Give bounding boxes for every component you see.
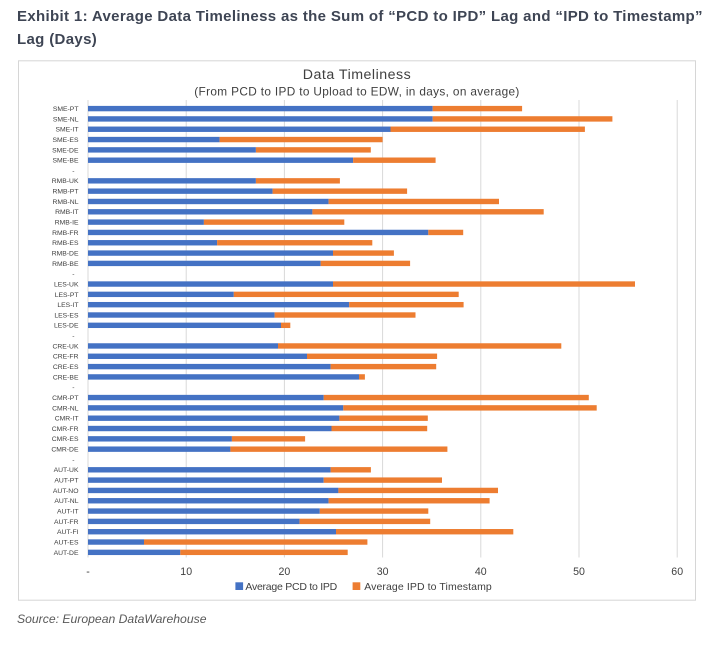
svg-text:LES-ES: LES-ES	[54, 312, 79, 319]
svg-text:RMB-PT: RMB-PT	[52, 189, 78, 196]
svg-text:(From PCD to IPD to Upload to: (From PCD to IPD to Upload to EDW, in da…	[194, 85, 519, 99]
svg-text:RMB-FR: RMB-FR	[52, 230, 79, 237]
svg-text:RMB-UK: RMB-UK	[52, 178, 79, 185]
svg-text:CMR-FR: CMR-FR	[52, 426, 79, 433]
svg-text:AUT-PT: AUT-PT	[54, 478, 78, 485]
svg-text:AUT-FR: AUT-FR	[54, 519, 79, 526]
svg-text:SME-PT: SME-PT	[53, 106, 79, 113]
svg-text:RMB-DE: RMB-DE	[52, 251, 79, 258]
svg-text:CMR-ES: CMR-ES	[52, 436, 79, 443]
svg-text:Average IPD to Timestamp: Average IPD to Timestamp	[364, 581, 492, 593]
svg-text:CRE-ES: CRE-ES	[53, 364, 79, 371]
svg-text:-: -	[72, 271, 74, 278]
svg-text:AUT-ES: AUT-ES	[54, 539, 79, 546]
svg-text:30: 30	[377, 566, 389, 578]
svg-text:SME-DE: SME-DE	[52, 147, 79, 154]
svg-text:-: -	[72, 457, 74, 464]
svg-text:CRE-UK: CRE-UK	[52, 343, 79, 350]
svg-text:CMR-PT: CMR-PT	[52, 395, 78, 402]
svg-text:SME-IT: SME-IT	[55, 127, 78, 134]
svg-text:AUT-IT: AUT-IT	[57, 509, 79, 516]
svg-text:CMR-IT: CMR-IT	[55, 416, 79, 423]
svg-text:AUT-NO: AUT-NO	[53, 488, 79, 495]
svg-text:-: -	[72, 385, 74, 392]
svg-text:CMR-NL: CMR-NL	[52, 405, 79, 412]
svg-text:Data Timeliness: Data Timeliness	[303, 67, 411, 83]
svg-text:RMB-BE: RMB-BE	[52, 261, 79, 268]
svg-text:20: 20	[279, 566, 291, 578]
svg-text:Average PCD to IPD: Average PCD to IPD	[245, 581, 337, 593]
svg-text:CRE-FR: CRE-FR	[53, 354, 79, 361]
svg-text:SME-BE: SME-BE	[52, 158, 79, 165]
svg-text:LES-UK: LES-UK	[54, 281, 79, 288]
svg-text:SME-ES: SME-ES	[52, 137, 79, 144]
svg-text:-: -	[72, 333, 74, 340]
svg-text:AUT-DE: AUT-DE	[54, 550, 79, 557]
svg-text:LES-IT: LES-IT	[57, 302, 78, 309]
svg-text:10: 10	[180, 566, 192, 578]
svg-text:RMB-NL: RMB-NL	[52, 199, 78, 206]
svg-text:LES-PT: LES-PT	[55, 292, 79, 299]
svg-text:50: 50	[573, 566, 585, 578]
svg-text:RMB-IE: RMB-IE	[55, 220, 79, 227]
svg-text:-: -	[86, 566, 90, 578]
svg-text:CMR-DE: CMR-DE	[51, 447, 79, 454]
svg-text:40: 40	[475, 566, 487, 578]
svg-text:LES-DE: LES-DE	[54, 323, 79, 330]
svg-text:RMB-IT: RMB-IT	[55, 209, 78, 216]
svg-text:-: -	[72, 168, 74, 175]
svg-text:AUT-NL: AUT-NL	[54, 498, 78, 505]
svg-text:60: 60	[671, 566, 683, 578]
svg-text:SME-NL: SME-NL	[53, 116, 79, 123]
svg-text:RMB-ES: RMB-ES	[52, 240, 79, 247]
svg-text:AUT-FI: AUT-FI	[57, 529, 79, 536]
svg-text:AUT-UK: AUT-UK	[54, 467, 79, 474]
svg-text:CRE-BE: CRE-BE	[53, 374, 79, 381]
